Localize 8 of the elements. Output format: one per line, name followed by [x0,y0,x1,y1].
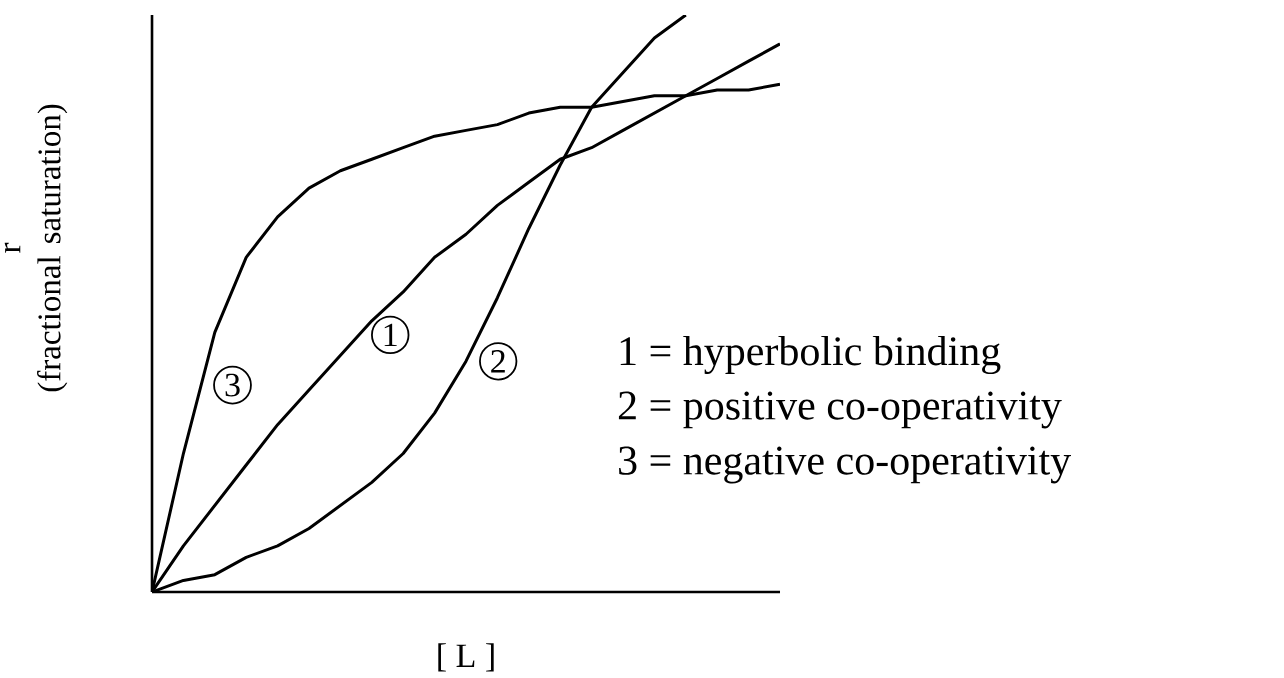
y-axis-title: r (fractional saturation) [4,104,68,392]
legend-label: 3 [225,373,240,397]
annotation: 2 = positive co-operativity [618,391,1062,429]
annotation: 3 = negative co-operativity [619,446,1071,484]
legend-label: 1 [384,323,397,347]
annotation: 1 = hyperbolic binding [620,335,1001,375]
x-axis-title: [ L ] [438,643,494,672]
legend-label: 2 [491,350,505,373]
